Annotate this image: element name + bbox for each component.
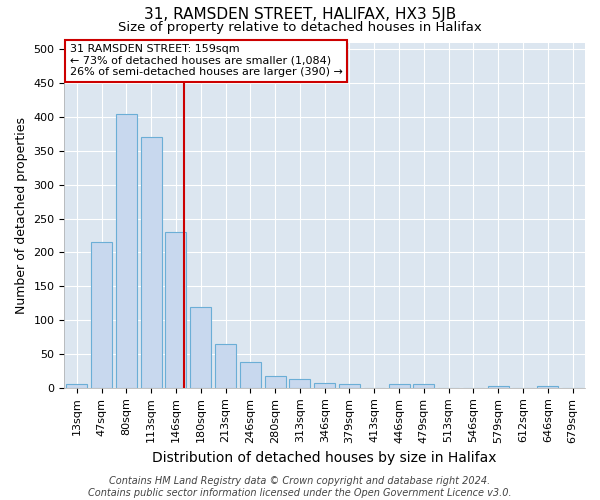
Bar <box>389 384 410 388</box>
Bar <box>166 232 187 388</box>
Text: Contains HM Land Registry data © Crown copyright and database right 2024.
Contai: Contains HM Land Registry data © Crown c… <box>88 476 512 498</box>
Bar <box>215 344 236 388</box>
Bar <box>537 386 559 388</box>
Bar <box>488 386 509 388</box>
Bar <box>116 114 137 388</box>
Bar <box>339 384 360 388</box>
Bar <box>413 384 434 388</box>
Text: 31, RAMSDEN STREET, HALIFAX, HX3 5JB: 31, RAMSDEN STREET, HALIFAX, HX3 5JB <box>144 8 456 22</box>
Bar <box>190 306 211 388</box>
Bar <box>265 376 286 388</box>
Text: 31 RAMSDEN STREET: 159sqm
← 73% of detached houses are smaller (1,084)
26% of se: 31 RAMSDEN STREET: 159sqm ← 73% of detac… <box>70 44 343 78</box>
X-axis label: Distribution of detached houses by size in Halifax: Distribution of detached houses by size … <box>152 451 497 465</box>
Y-axis label: Number of detached properties: Number of detached properties <box>15 116 28 314</box>
Bar <box>240 362 261 388</box>
Bar <box>140 138 162 388</box>
Text: Size of property relative to detached houses in Halifax: Size of property relative to detached ho… <box>118 21 482 34</box>
Bar <box>91 242 112 388</box>
Bar <box>314 383 335 388</box>
Bar <box>66 384 88 388</box>
Bar <box>289 379 310 388</box>
